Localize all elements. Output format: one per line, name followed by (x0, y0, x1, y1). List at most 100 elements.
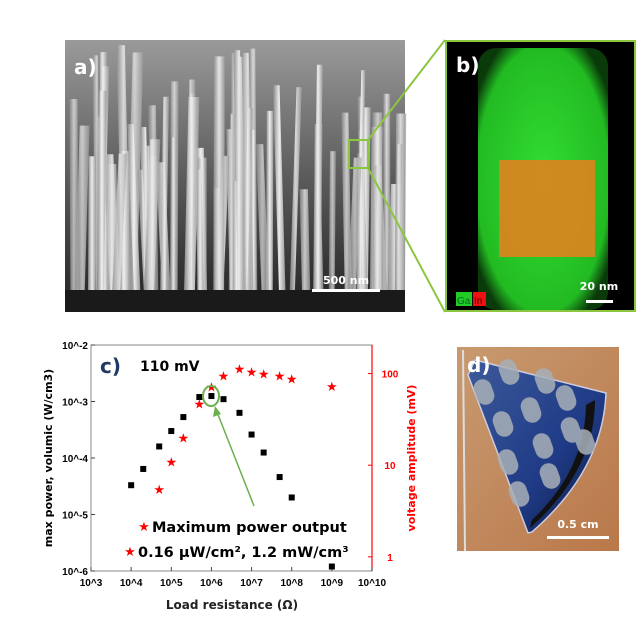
legend-ga: Ga (457, 296, 471, 307)
y-tick-label: 10^-5 (62, 511, 88, 522)
scale-bar-label: 0.5 cm (557, 518, 598, 531)
scale-bar (312, 289, 380, 292)
power-point (248, 431, 255, 438)
y2-tick-label: 1 (387, 553, 393, 564)
panel-d-label: d) (467, 353, 490, 377)
nanowire (127, 124, 141, 290)
power-point (220, 396, 227, 403)
x-tick-label: 10^4 (120, 578, 143, 589)
power-point (328, 563, 335, 570)
electrode-pad (520, 397, 542, 423)
y2-tick-label: 10 (384, 461, 396, 472)
legend-star-icon: ★ (124, 544, 136, 559)
nanowire (184, 97, 200, 290)
panel-d-photo: d) 0.5 cm (457, 347, 619, 552)
y2-axis-label: voltage amplitude (mV) (405, 385, 418, 532)
panel-c-label: c) (100, 354, 121, 378)
nanowire (97, 90, 107, 290)
power-point (208, 393, 215, 400)
voltage-point: ★ (326, 379, 338, 394)
x-tick-label: 10^5 (160, 578, 183, 589)
panel-c-chart: 10^3 10^4 10^5 10^6 10^7 10^8 10^9 10^1010^-610… (42, 341, 418, 612)
y-tick-label: 10^-6 (62, 567, 88, 578)
nanowire (383, 93, 391, 290)
legend-line-1: Maximum power output (152, 520, 347, 536)
x-tick-label: 10^7 (240, 578, 263, 589)
nanowire (170, 137, 177, 290)
power-point (260, 449, 267, 456)
y2-tick-label: 100 (382, 370, 399, 381)
nanowire (87, 156, 96, 290)
nanowire (273, 85, 286, 290)
scale-bar (547, 536, 609, 539)
legend-line-2: 0.16 µW/cm², 1.2 mW/cm³ (138, 545, 349, 561)
voltage-point: ★ (258, 367, 270, 382)
nanowire (394, 143, 403, 290)
nanowire (356, 70, 366, 290)
electrode-pad (574, 429, 596, 455)
panel-a-label: a) (74, 55, 97, 79)
x-tick-label: 10^3 (80, 578, 103, 589)
y-tick-label: 10^-3 (62, 398, 88, 409)
scale-bar-label: 500 nm (323, 274, 369, 287)
voltage-point: ★ (286, 372, 298, 387)
scale-bar (586, 300, 613, 303)
highlight-circle (202, 385, 220, 407)
nanowire (255, 144, 269, 290)
nanowire (241, 52, 254, 290)
power-point (140, 465, 147, 472)
electrode-pad (492, 411, 514, 437)
nanowire (228, 113, 235, 291)
nanowire (196, 169, 204, 290)
electrode-pad (532, 433, 554, 459)
voltage-point: ★ (234, 361, 246, 376)
zoom-line-bottom (367, 167, 446, 313)
nanowire (372, 112, 384, 290)
y-tick-label: 10^-4 (62, 454, 88, 465)
voltage-point: ★ (218, 369, 230, 384)
scale-bar-label: 20 nm (580, 280, 618, 293)
nanowire (112, 153, 127, 290)
power-point (168, 428, 175, 435)
x-tick-label: 10^10 (358, 578, 387, 589)
power-point (288, 494, 295, 501)
legend-in: In (474, 296, 482, 307)
voltage-annotation: 110 mV (140, 359, 200, 375)
nanowire (213, 56, 225, 290)
arrow-head (213, 406, 221, 417)
nanowire (299, 189, 311, 290)
panel-a-sem-image: a) 500 nm (65, 40, 407, 312)
x-tick-label: 10^9 (321, 578, 344, 589)
nanowire (266, 110, 274, 291)
plot-area (90, 344, 373, 572)
electrode-pad (555, 385, 577, 411)
nanowire (143, 139, 161, 290)
nanowire (328, 151, 336, 290)
nanowire (289, 87, 302, 290)
nanowire (74, 125, 90, 290)
electrode-pad (508, 481, 530, 507)
voltage-point: ★ (194, 397, 206, 412)
electrode-pad (498, 359, 520, 385)
nanowire (313, 124, 323, 291)
x-axis-label: Load resistance (Ω) (166, 598, 298, 612)
voltage-point: ★ (246, 365, 258, 380)
electrode-pad (539, 463, 561, 489)
nanowire (233, 50, 245, 291)
power-point (236, 409, 243, 416)
nanowire (69, 98, 79, 290)
voltage-point: ★ (206, 380, 218, 395)
voltage-point: ★ (274, 369, 286, 384)
power-point (180, 414, 187, 421)
highlight-arrow (216, 411, 255, 507)
power-point (276, 474, 283, 481)
legend-star-icon: ★ (138, 519, 150, 534)
y-axis-label: max power, volumic (W/cm3) (42, 369, 55, 547)
zoom-region-box (348, 139, 369, 169)
electrode-pad (473, 379, 495, 405)
voltage-point: ★ (178, 431, 190, 446)
y-tick-label: 10^-2 (62, 341, 88, 352)
zoom-line-top (367, 39, 446, 141)
x-tick-label: 10^8 (280, 578, 303, 589)
